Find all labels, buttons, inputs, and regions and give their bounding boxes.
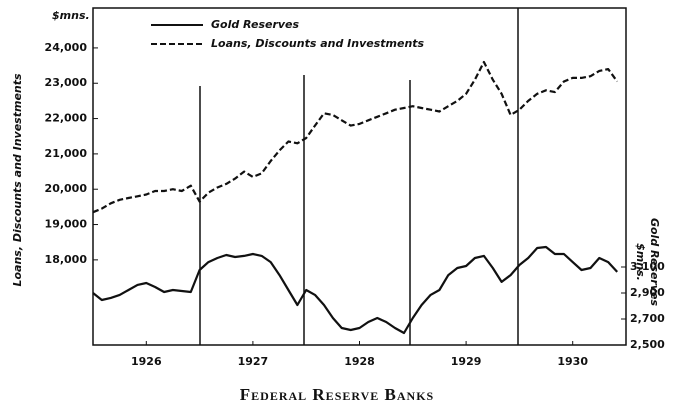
x-tick-label: 1930 <box>557 355 588 368</box>
series-line <box>92 245 619 335</box>
y2-axis-label: Gold Reserves <box>648 218 661 307</box>
chart-title: Federal Reserve Banks <box>240 385 434 404</box>
y2-tick-label: 2,900 <box>630 286 665 299</box>
legend-label: Loans, Discounts and Investments <box>211 37 425 50</box>
legend-label: Gold Reserves <box>211 18 300 31</box>
x-tick-label: 1929 <box>451 355 482 368</box>
y-tick-label: 20,000 <box>45 182 88 195</box>
y-tick-label: 18,000 <box>45 253 88 266</box>
x-tick-label: 1928 <box>344 355 375 368</box>
y-tick-label: 23,000 <box>45 76 88 89</box>
y-tick-label: 21,000 <box>45 147 88 160</box>
plot-frame <box>92 7 627 346</box>
y2-tick-label: 2,500 <box>630 338 665 351</box>
y-tick-label: 24,000 <box>45 41 88 54</box>
series-line <box>92 60 619 214</box>
y2-tick-label: 3,100 <box>630 260 665 273</box>
x-tick-label: 1926 <box>131 355 162 368</box>
x-tick-label: 1927 <box>238 355 269 368</box>
y2-unit: $mns. <box>634 243 647 281</box>
y-unit: $mns. <box>52 9 90 22</box>
y2-tick-label: 2,700 <box>630 312 665 325</box>
y-tick-label: 19,000 <box>45 218 88 231</box>
y-tick-label: 22,000 <box>45 112 88 125</box>
y-axis-label: Loans, Discounts and Investments <box>11 73 24 287</box>
